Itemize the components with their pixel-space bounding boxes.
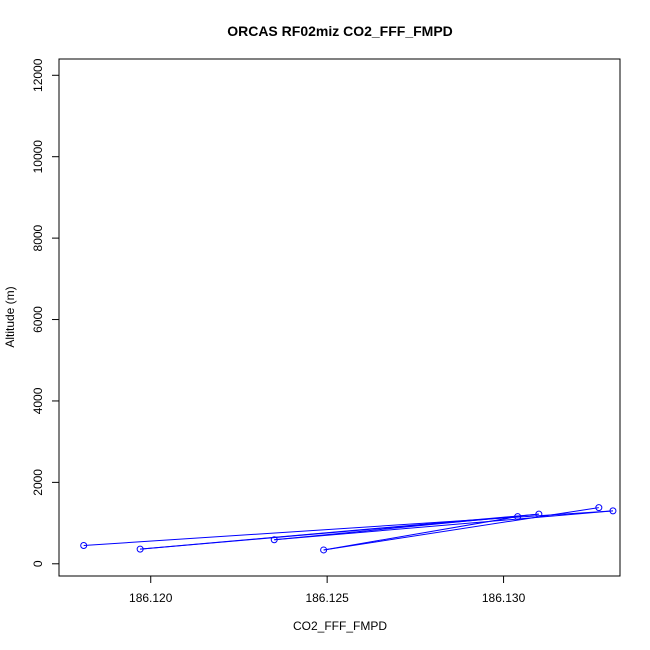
x-axis: 186.120 186.125 186.130 xyxy=(129,575,526,605)
series-line-segment xyxy=(83,510,613,546)
series-line-segment xyxy=(323,507,599,551)
data-point xyxy=(270,536,278,544)
data-point xyxy=(514,513,522,521)
y-tick-label: 0 xyxy=(31,560,45,567)
y-tick-label: 12000 xyxy=(31,58,45,92)
series-points xyxy=(80,504,617,554)
series-line-segment xyxy=(140,516,518,550)
chart-title: ORCAS RF02miz CO2_FFF_FMPD xyxy=(227,23,453,39)
y-tick-label: 6000 xyxy=(31,306,45,333)
data-point xyxy=(136,545,144,553)
y-tick-label: 4000 xyxy=(31,387,45,414)
data-point xyxy=(535,510,543,518)
series-line-segment xyxy=(274,510,613,541)
y-tick-label: 8000 xyxy=(31,224,45,251)
y-tick-label: 10000 xyxy=(31,140,45,174)
data-point xyxy=(609,507,617,515)
x-axis-label: CO2_FFF_FMPD xyxy=(293,619,387,633)
data-point xyxy=(595,504,603,512)
x-tick-label: 186.125 xyxy=(305,591,349,605)
y-tick-label: 2000 xyxy=(31,469,45,496)
y-axis: 0 2000 4000 6000 8000 10000 12000 xyxy=(31,58,60,567)
x-tick-label: 186.120 xyxy=(129,591,173,605)
x-tick-label: 186.130 xyxy=(482,591,526,605)
series-lines xyxy=(83,507,613,551)
y-axis-label: Altitude (m) xyxy=(3,286,17,347)
data-point xyxy=(80,541,88,549)
data-point xyxy=(320,546,328,554)
series-line-segment xyxy=(323,516,518,551)
